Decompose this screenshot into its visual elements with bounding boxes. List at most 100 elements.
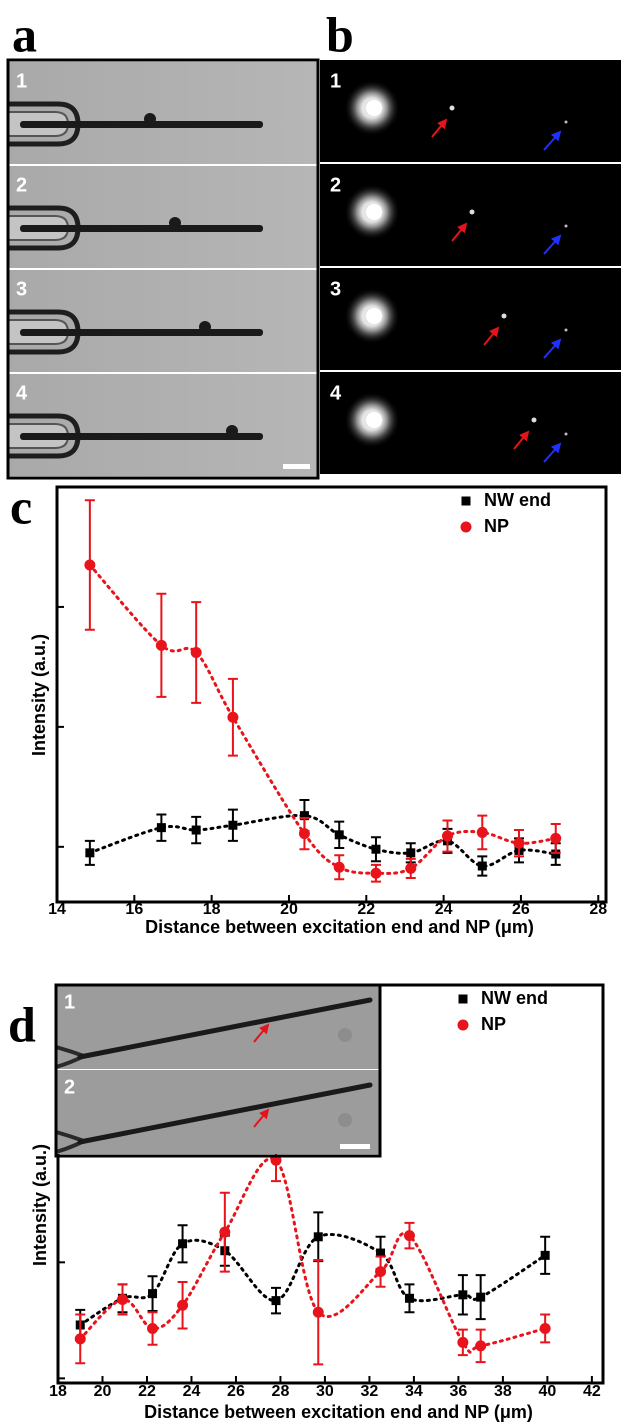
red-arrow xyxy=(253,1023,270,1043)
speck xyxy=(338,1113,352,1127)
x-tick-label: 40 xyxy=(538,1383,556,1400)
frame-number: 1 xyxy=(64,991,75,1013)
marker xyxy=(406,848,416,858)
plot-frame xyxy=(55,485,608,904)
marker xyxy=(457,1336,469,1348)
nanoparticle xyxy=(169,217,181,229)
x-tick-label: 24 xyxy=(435,901,453,918)
end-spot xyxy=(564,432,568,436)
marker xyxy=(334,830,344,840)
frame-number: 2 xyxy=(64,1076,75,1098)
legend-label: NP xyxy=(481,1014,506,1034)
x-tick-label: 22 xyxy=(138,1383,156,1400)
marker xyxy=(404,1293,414,1303)
marker xyxy=(228,820,238,830)
marker xyxy=(403,1230,415,1242)
marker xyxy=(476,1292,486,1302)
marker xyxy=(333,861,345,873)
frame: 2 xyxy=(9,166,317,270)
marker xyxy=(513,837,525,849)
marker xyxy=(313,1232,323,1242)
inset-border xyxy=(54,983,382,1158)
nanowire xyxy=(20,121,263,128)
charts: 14 16 18 20 22 24 26 28 Distance between excitat… xyxy=(29,485,608,1422)
scale-bar xyxy=(283,464,310,469)
x-tick-label: 20 xyxy=(94,1383,112,1400)
marker xyxy=(84,559,96,571)
glow-core xyxy=(366,204,382,220)
marker xyxy=(155,639,167,651)
end-spot xyxy=(564,224,568,228)
np-spot xyxy=(449,105,455,111)
inset-frame: 2 xyxy=(55,1070,380,1154)
frame: 4 xyxy=(9,374,317,476)
legend-marker xyxy=(457,1019,469,1031)
end-spot xyxy=(564,328,568,332)
marker xyxy=(551,849,561,859)
x-axis-label: Distance between excitation end and NP (… xyxy=(145,917,534,937)
y-axis-label: Intensity (a.u.) xyxy=(30,1144,50,1266)
x-tick-label: 14 xyxy=(48,901,66,918)
marker xyxy=(477,861,487,871)
x-tick-label: 18 xyxy=(203,901,221,918)
nanoparticle xyxy=(144,113,156,125)
marker xyxy=(376,1248,386,1258)
legend-marker xyxy=(460,521,472,533)
marker xyxy=(539,1322,551,1334)
marker xyxy=(147,1322,159,1334)
marker xyxy=(74,1333,86,1345)
frame-number: 3 xyxy=(330,278,341,300)
marker xyxy=(156,823,166,833)
red-arrow xyxy=(253,1108,270,1128)
glow-core xyxy=(366,308,382,324)
nanowire xyxy=(77,997,373,1060)
y-axis-label: Intensity (a.u.) xyxy=(29,634,49,756)
legend-marker xyxy=(458,994,468,1004)
marker xyxy=(458,1290,468,1300)
nanowire xyxy=(20,329,263,336)
x-tick-label: 30 xyxy=(316,1383,334,1400)
frame-number: 1 xyxy=(16,70,27,92)
blue-arrow xyxy=(543,130,562,151)
glow-core xyxy=(366,412,382,428)
frame: 1 xyxy=(9,62,317,166)
np-spot xyxy=(501,313,507,319)
frame-bg xyxy=(56,1070,380,1154)
x-tick-label: 42 xyxy=(583,1383,601,1400)
marker xyxy=(148,1289,158,1299)
x-tick-label: 16 xyxy=(125,901,143,918)
x-tick-label: 22 xyxy=(357,901,375,918)
frame: 4 xyxy=(320,372,621,474)
nanowire xyxy=(20,225,263,232)
marker xyxy=(540,1250,550,1260)
blue-arrow xyxy=(543,234,562,255)
frame-number: 3 xyxy=(16,278,27,300)
panel-label: b xyxy=(326,6,354,62)
x-tick-label: 32 xyxy=(361,1383,379,1400)
legend-label: NW end xyxy=(481,988,548,1008)
marker xyxy=(178,1239,188,1249)
marker xyxy=(375,1266,387,1278)
frame-number: 2 xyxy=(330,174,341,196)
marker xyxy=(441,830,453,842)
nanoparticle xyxy=(199,321,211,333)
x-tick-label: 28 xyxy=(589,901,607,918)
blue-arrow xyxy=(543,338,562,359)
frame-number: 2 xyxy=(16,174,27,196)
x-tick-label: 26 xyxy=(227,1383,245,1400)
frame-number: 1 xyxy=(330,70,341,92)
panel-label: d xyxy=(8,996,36,1052)
nanoparticle xyxy=(226,425,238,437)
frame: 1 xyxy=(320,60,621,164)
marker xyxy=(475,1340,487,1352)
x-tick-label: 20 xyxy=(280,901,298,918)
x-tick-label: 28 xyxy=(272,1383,290,1400)
frame-bg xyxy=(56,985,380,1069)
legend-marker xyxy=(461,496,471,506)
marker xyxy=(370,867,382,879)
legend-label: NP xyxy=(484,516,509,536)
scale-bar xyxy=(340,1144,370,1149)
micrograph-b: 1 2 3 4 xyxy=(320,60,621,474)
separator xyxy=(320,162,621,164)
